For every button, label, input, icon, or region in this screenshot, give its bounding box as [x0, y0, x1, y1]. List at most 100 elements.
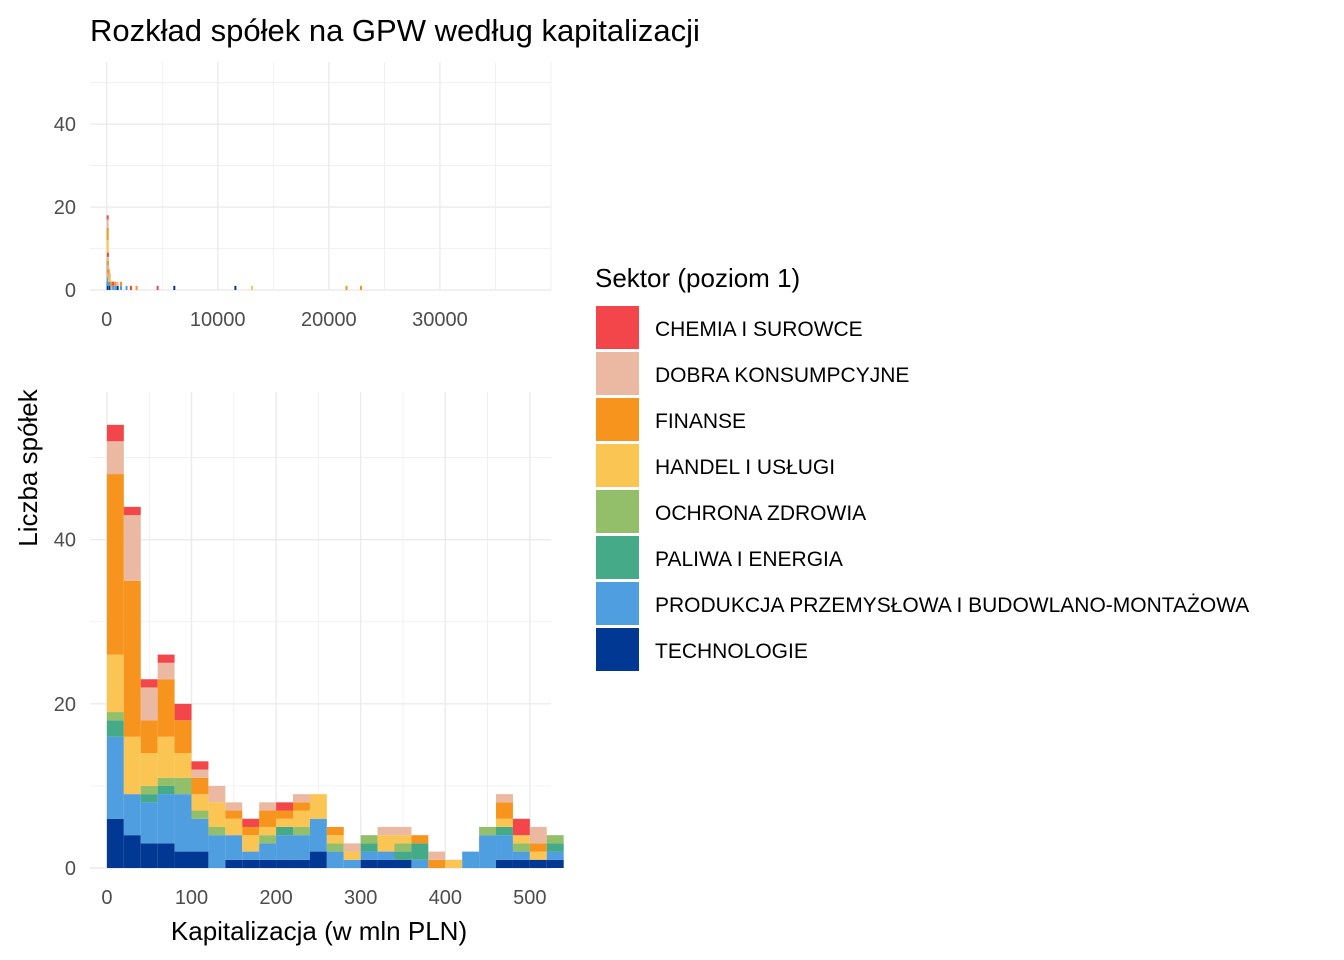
detail-bar-segment [496, 826, 513, 836]
detail-bar-segment [106, 474, 124, 655]
detail-bar-segment [259, 802, 277, 811]
detail-bar-segment [343, 843, 361, 852]
detail-bar-segment [123, 515, 141, 581]
overview-y-tick-label: 40 [54, 114, 76, 136]
detail-bar-segment [191, 777, 209, 795]
detail-bar-segment [293, 859, 310, 868]
legend-label: TECHNOLOGIE [655, 640, 808, 663]
overview-bar-segment [135, 285, 138, 290]
detail-bar-segment [394, 843, 412, 852]
detail-bar-segment [225, 810, 243, 819]
detail-x-tick-label: 500 [513, 887, 546, 909]
detail-bar-segment [512, 835, 530, 844]
detail-y-tick-label: 20 [54, 694, 76, 716]
detail-bar-segment [377, 826, 395, 836]
detail-bar-segment [123, 506, 141, 516]
overview-bar-segment [106, 215, 109, 220]
detail-bar-segment [106, 712, 124, 721]
overview-bar-segment [106, 256, 109, 261]
detail-bar-segment [496, 859, 513, 868]
overview-bar-segment [111, 285, 114, 290]
overview-bar-segment [251, 285, 254, 290]
overview-bar-segment [116, 281, 119, 286]
detail-bar-segment [106, 654, 124, 713]
detail-bar-segment [174, 851, 192, 868]
legend-title: Sektor (poziom 1) [595, 263, 800, 293]
legend-swatch [596, 628, 639, 671]
detail-x-tick-labels: 0 100 200 300 400 500 [101, 887, 546, 909]
detail-bar-segment [546, 851, 564, 860]
overview-bar-segment [112, 281, 115, 286]
y-axis-title: Liczba spółek [13, 388, 43, 547]
overview-y-tick-labels: 0 20 40 [54, 114, 76, 302]
detail-bar-segment [140, 753, 158, 786]
detail-x-tick-label: 200 [259, 887, 292, 909]
legend-items: CHEMIA I SUROWCE DOBRA KONSUMPCYJNE FINANS… [596, 306, 1249, 671]
detail-bar-segment [174, 777, 192, 795]
overview-bar-segment [112, 285, 115, 290]
detail-bar-segment [242, 851, 260, 860]
overview-x-tick-labels: 0 10000 20000 30000 [101, 309, 468, 331]
legend-swatch [596, 352, 639, 395]
detail-bar-segment [157, 662, 175, 680]
detail-bar-segment [242, 826, 260, 836]
detail-bar-segment [428, 851, 446, 860]
overview-bar-segment [114, 281, 117, 286]
detail-bar-segment [276, 859, 294, 868]
legend-swatch [596, 490, 639, 533]
detail-bar-segment [343, 859, 361, 868]
legend: Sektor (poziom 1) CHEMIA I SUROWCE DOBRA … [595, 263, 1249, 671]
detail-bar-segment [225, 859, 243, 868]
detail-bar-segment [191, 761, 209, 770]
overview-bar-segment [116, 285, 119, 290]
detail-bar-segment [157, 679, 175, 737]
detail-bar-segment [276, 802, 294, 811]
detail-x-tick-label: 300 [344, 887, 377, 909]
overview-bar-segment [106, 227, 109, 241]
detail-bar-segment [259, 810, 277, 827]
legend-label: HANDEL I USŁUGI [655, 456, 835, 479]
detail-bar-segment [276, 826, 294, 836]
detail-bar-segment [259, 826, 277, 836]
detail-bar-segment [174, 703, 192, 721]
overview-bar-segment [107, 265, 110, 270]
detail-bar-segment [496, 802, 513, 819]
detail-bar-segment [242, 818, 260, 827]
detail-x-tick-label: 100 [175, 887, 208, 909]
detail-bar-segment [174, 794, 192, 852]
overview-bar-segment [359, 285, 362, 290]
detail-bar-segment [377, 835, 395, 852]
legend-label: PALIWA I ENERGIA [655, 548, 843, 571]
detail-bar-segment [242, 859, 260, 868]
legend-label: PRODUKCJA PRZEMYSŁOWA I BUDOWLANO-MONTAŻ… [655, 594, 1249, 617]
legend-label: DOBRA KONSUMPCYJNE [655, 364, 909, 387]
detail-bar-segment [360, 851, 378, 860]
detail-bar-segment [208, 802, 226, 827]
detail-bar-segment [394, 859, 412, 868]
detail-bar-segment [208, 835, 226, 868]
detail-bar-segment [276, 818, 294, 827]
detail-bar-segment [123, 835, 141, 868]
overview-y-tick-label: 20 [54, 197, 76, 219]
detail-bar-segment [191, 810, 209, 819]
detail-bar-segment [479, 835, 497, 868]
detail-bar-segment [377, 851, 395, 860]
overview-x-tick-label: 0 [101, 309, 112, 331]
detail-bar-segment [157, 777, 175, 786]
detail-bar-segment [529, 843, 547, 852]
legend-swatch [596, 398, 639, 441]
detail-bar-segment [529, 859, 547, 868]
detail-bar-segment [293, 835, 310, 860]
legend-swatch [596, 444, 639, 487]
detail-bar-segment [259, 835, 277, 844]
overview-bar-segment [106, 252, 109, 257]
detail-bar-segment [225, 835, 243, 860]
overview-bar-segment [108, 277, 111, 282]
detail-bar-segment [191, 818, 209, 852]
detail-bar-segment [191, 794, 209, 811]
detail-bar-segment [360, 843, 378, 852]
detail-bar-segment [174, 753, 192, 778]
detail-bar-segment [411, 835, 429, 844]
detail-y-tick-label: 40 [54, 530, 76, 552]
